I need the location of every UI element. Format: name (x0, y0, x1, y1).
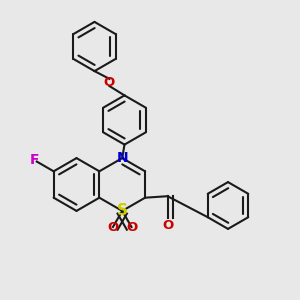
Text: O: O (162, 219, 173, 232)
Text: S: S (117, 203, 128, 218)
Text: F: F (30, 153, 39, 167)
Text: O: O (104, 76, 115, 89)
Text: O: O (126, 220, 137, 233)
Text: O: O (107, 220, 118, 233)
Text: N: N (116, 151, 128, 165)
